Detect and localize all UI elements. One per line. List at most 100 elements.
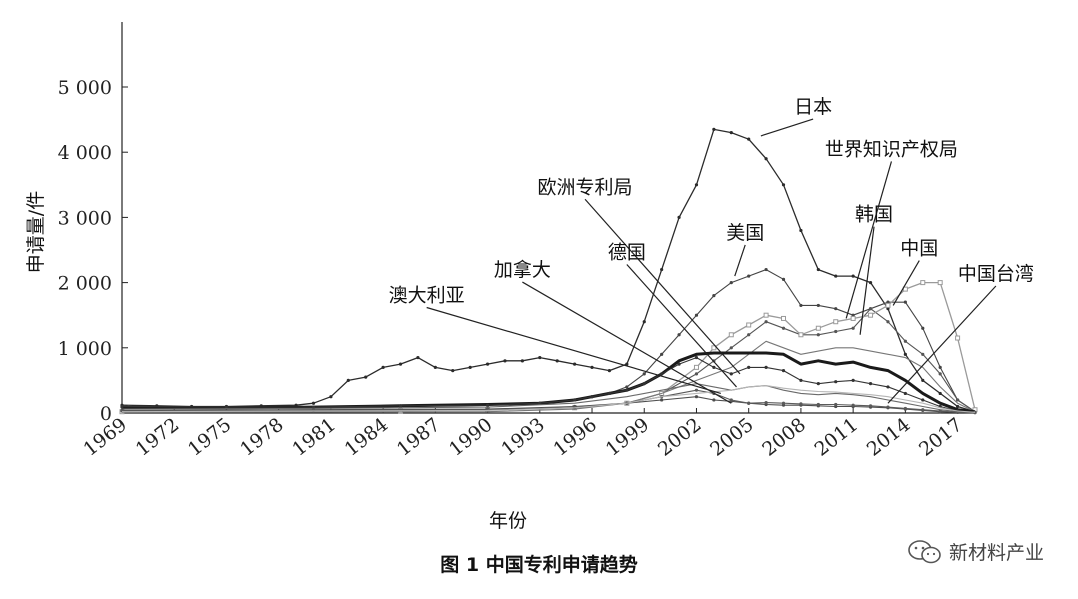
data-point [886, 405, 890, 409]
annotation-leader [887, 285, 997, 404]
data-point [503, 359, 507, 363]
data-point [747, 401, 751, 405]
data-point [851, 378, 855, 382]
data-point [712, 127, 716, 131]
data-point [660, 267, 664, 272]
data-point [590, 365, 594, 369]
data-point [781, 315, 787, 321]
annotation-leader [760, 118, 814, 137]
data-point [712, 365, 716, 369]
data-point [625, 362, 629, 366]
data-point [607, 369, 612, 373]
data-point [781, 183, 786, 187]
data-point [364, 375, 368, 379]
data-point [729, 131, 733, 135]
series-layer [119, 127, 978, 415]
data-point [834, 329, 838, 334]
data-point [955, 404, 960, 409]
data-point [938, 365, 942, 369]
data-point [485, 403, 490, 407]
series-line [119, 280, 978, 415]
data-point [346, 378, 350, 382]
data-point [851, 274, 855, 278]
annotation-leader [426, 306, 722, 395]
x-tick-label: 2002 [654, 414, 706, 461]
x-ticks: 1969 1972 1975 1978 1981 1984 1987 1990 1993 1996… [79, 408, 967, 461]
data-point [573, 362, 577, 366]
data-point [851, 326, 855, 330]
data-point [694, 313, 699, 317]
data-point [868, 307, 873, 311]
series-path [121, 281, 976, 413]
data-point [311, 401, 316, 405]
annotation-leader [734, 244, 746, 277]
data-point [868, 382, 873, 386]
y-tick-label: 5 000 [58, 77, 112, 99]
annotation-leader [859, 226, 875, 335]
data-point [834, 402, 838, 407]
data-point [747, 333, 751, 337]
data-point [921, 408, 925, 412]
y-tick-label: 3 000 [58, 207, 112, 229]
series-path [121, 340, 976, 413]
data-point [815, 325, 821, 331]
data-point [607, 391, 612, 396]
data-point [816, 303, 820, 308]
data-point [834, 380, 838, 384]
x-tick-label: 1993 [497, 414, 549, 461]
x-tick-label: 1981 [288, 414, 340, 461]
data-point [381, 365, 385, 369]
data-point [903, 300, 907, 304]
data-point [660, 352, 664, 356]
data-point [573, 398, 577, 402]
data-point [937, 280, 943, 286]
axes [121, 22, 975, 414]
data-point [798, 332, 804, 338]
x-tick-label: 1987 [393, 414, 445, 461]
watermark: 新材料产业 [907, 538, 1044, 565]
data-point [868, 312, 874, 318]
data-point [834, 307, 838, 311]
data-point [224, 405, 229, 409]
data-point [764, 320, 768, 324]
x-tick-label: 2005 [706, 414, 758, 461]
chart: 0 1 000 2 000 3 000 4 000 5 000 1969 1972 1975 1… [25, 22, 1034, 532]
data-point [816, 267, 820, 272]
data-point [834, 274, 838, 278]
data-point [833, 319, 839, 325]
annotation-leader [626, 264, 737, 388]
data-point [660, 372, 664, 376]
y-tick-label: 2 000 [58, 273, 112, 295]
annotation-leader [845, 161, 893, 319]
series-line [121, 383, 976, 413]
data-point [816, 333, 820, 337]
annotation-leader [584, 198, 741, 375]
x-tick-label: 1996 [549, 414, 601, 461]
figure-caption: 图 1 中国专利申请趋势 [440, 554, 638, 576]
data-point [538, 401, 542, 405]
data-point [938, 372, 942, 376]
data-point [781, 326, 786, 330]
data-point [729, 281, 733, 285]
data-point [764, 400, 768, 405]
data-point [712, 294, 716, 298]
data-point [747, 137, 751, 141]
data-point [451, 369, 455, 373]
data-point [729, 398, 733, 402]
data-point [921, 398, 925, 402]
data-point [868, 281, 873, 285]
data-point [903, 406, 907, 411]
series-line [120, 307, 977, 414]
series-label: 欧洲专利局 [538, 176, 633, 198]
data-point [885, 302, 891, 308]
x-tick-label: 2017 [915, 414, 967, 461]
series-label: 韩国 [855, 204, 893, 226]
series-line [120, 267, 977, 414]
data-point [433, 365, 437, 369]
data-point [816, 382, 820, 386]
data-point [694, 388, 699, 392]
data-point [938, 391, 942, 396]
data-point [642, 382, 646, 386]
data-point [694, 395, 699, 399]
